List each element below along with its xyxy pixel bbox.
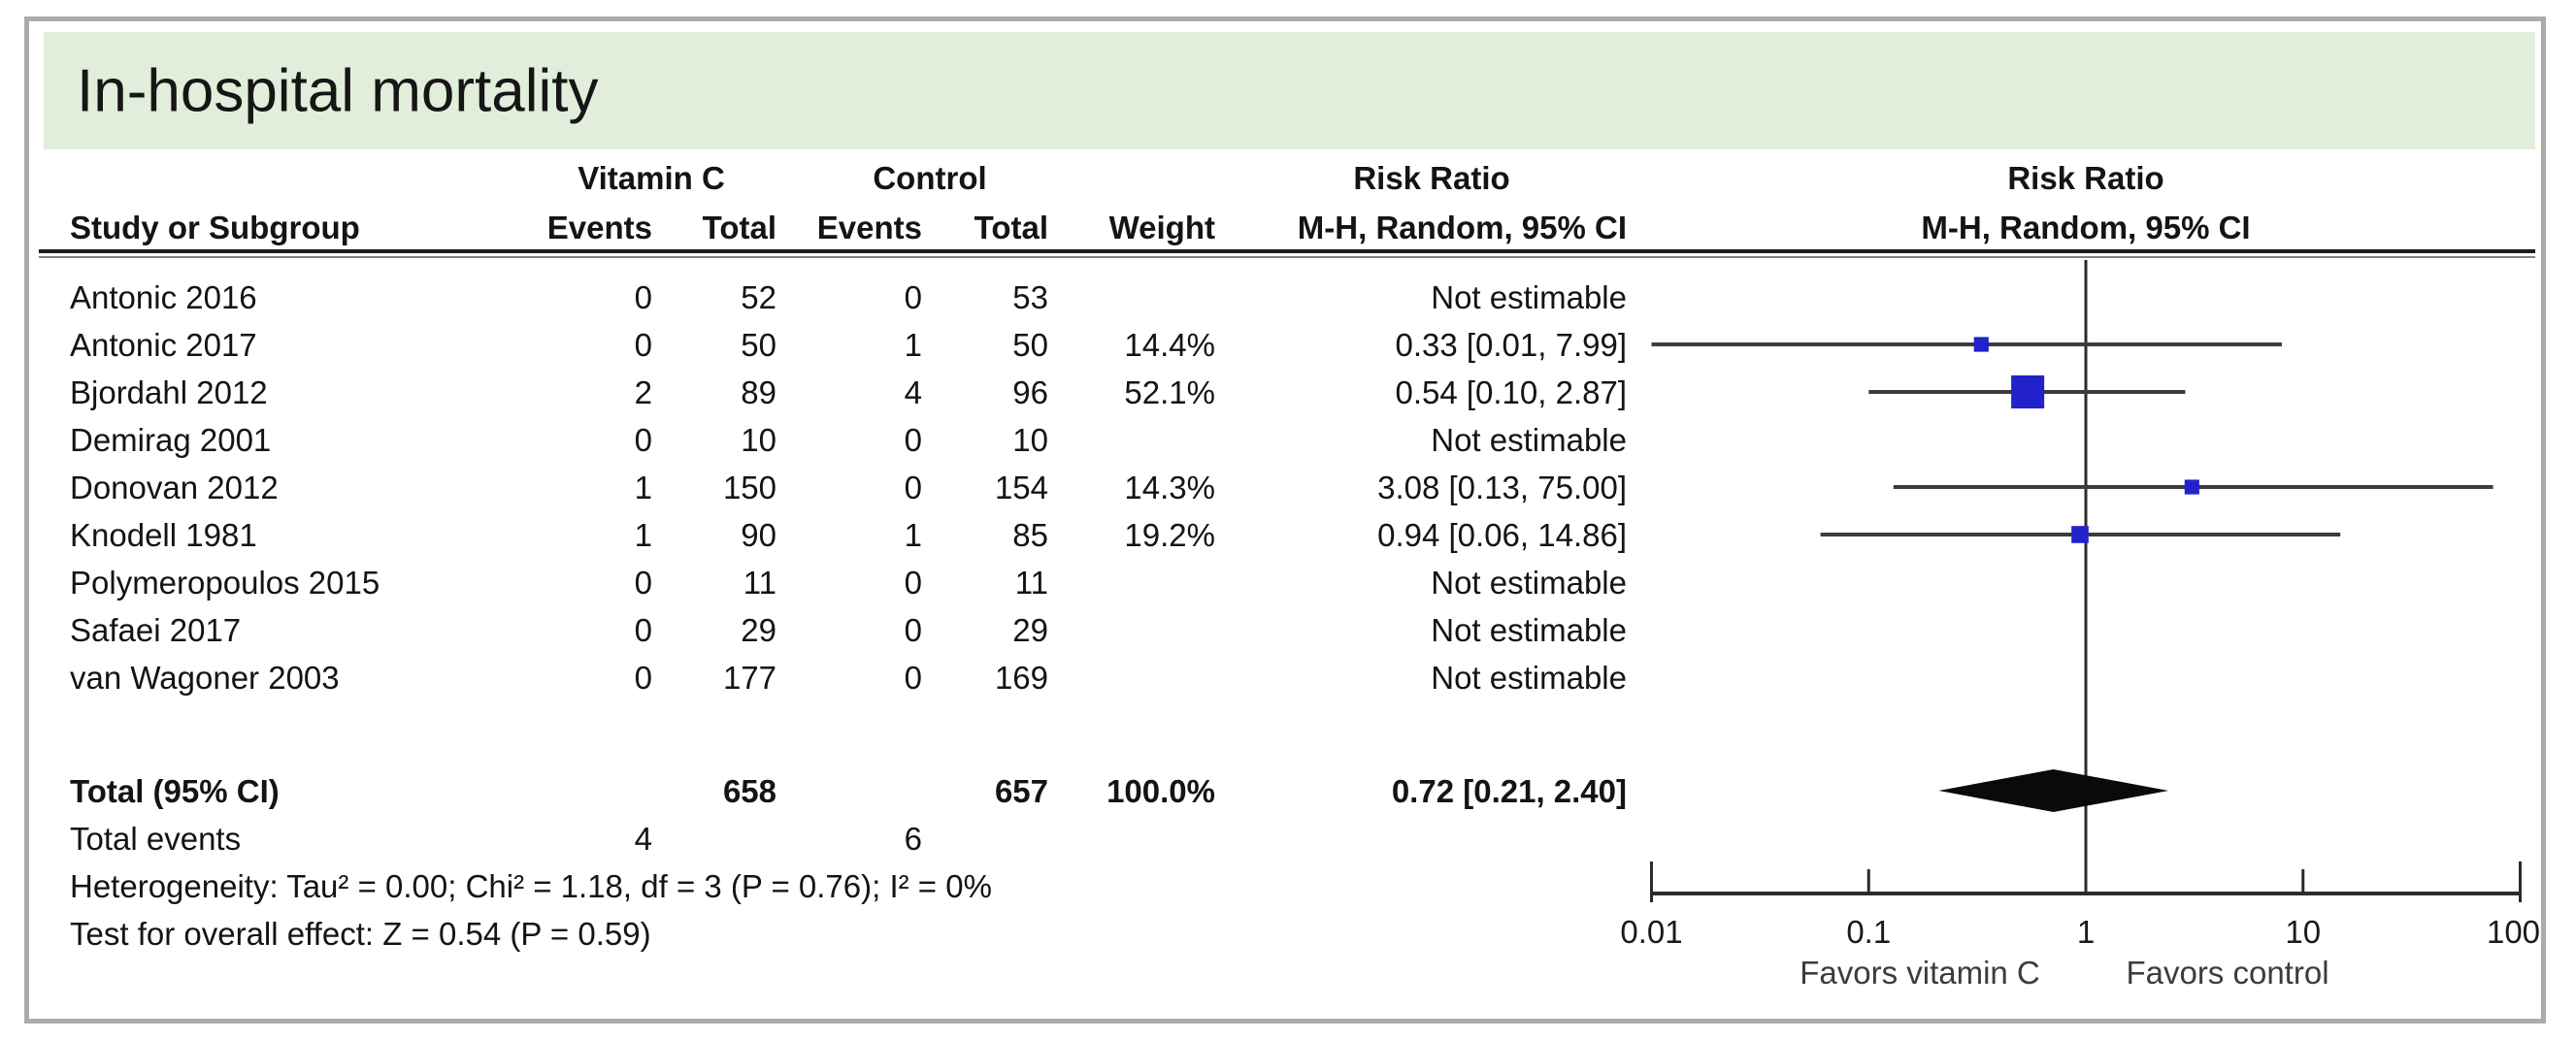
control-events: 1 (904, 516, 922, 553)
column-header-method-text: M-H, Random, 95% CI (1297, 210, 1627, 245)
total-control-n: 657 (994, 773, 1048, 809)
table-row: Knodell 1981 1 90 1 85 19.2% 0.94 [0.06,… (0, 511, 2576, 559)
total-events-vitaminc: 4 (634, 821, 652, 857)
control-events: 0 (904, 469, 922, 505)
table-row: Polymeropoulos 2015 0 11 0 11 Not estima… (0, 559, 2576, 606)
control-events: 4 (904, 374, 922, 410)
vitaminc-events: 0 (634, 278, 652, 315)
column-header-study: Study or Subgroup (70, 210, 360, 245)
total-weight: 100.0% (1106, 773, 1215, 809)
risk-ratio-plot-header: Risk Ratio (2007, 160, 2164, 196)
control-total: 50 (1012, 326, 1048, 363)
overall-effect-row: Test for overall effect: Z = 0.54 (P = 0… (0, 910, 2576, 958)
study-name: Safaei 2017 (70, 611, 242, 648)
study-ci-text: 0.94 [0.06, 14.86] (1377, 516, 1627, 553)
total-events-control: 6 (904, 821, 922, 857)
total-row: Total (95% CI) 658 657 100.0% 0.72 [0.21… (0, 767, 2576, 815)
study-name: Donovan 2012 (70, 469, 279, 505)
control-events: 1 (904, 326, 922, 363)
control-events: 0 (904, 611, 922, 648)
vitaminc-total: 11 (743, 564, 776, 601)
vitaminc-total: 10 (741, 421, 776, 458)
study-name: Bjordahl 2012 (70, 374, 268, 410)
table-row: Safaei 2017 0 29 0 29 Not estimable (0, 606, 2576, 654)
control-events: 0 (904, 421, 922, 458)
study-name: Knodell 1981 (70, 516, 257, 553)
control-total: 29 (1012, 611, 1048, 648)
study-ci-text: Not estimable (1431, 564, 1627, 601)
vitaminc-total: 52 (741, 278, 776, 315)
control-events: 0 (904, 278, 922, 315)
header-rule (39, 249, 2535, 253)
study-name: van Wagoner 2003 (70, 659, 340, 696)
vitaminc-events: 0 (634, 659, 652, 696)
total-vitaminc-n: 658 (722, 773, 776, 809)
control-events: 0 (904, 564, 922, 601)
vitaminc-events: 0 (634, 564, 652, 601)
total-label: Total (95% CI) (70, 773, 280, 809)
table-row: van Wagoner 2003 0 177 0 169 Not estimab… (0, 654, 2576, 701)
vitaminc-total: 90 (741, 516, 776, 553)
table-row: Bjordahl 2012 2 89 4 96 52.1% 0.54 [0.10… (0, 369, 2576, 416)
control-total: 154 (994, 469, 1048, 505)
vitaminc-events: 0 (634, 326, 652, 363)
study-weight: 19.2% (1124, 516, 1215, 553)
vitaminc-total: 177 (722, 659, 776, 696)
study-ci-text: 0.54 [0.10, 2.87] (1395, 374, 1627, 410)
control-total: 169 (994, 659, 1048, 696)
vitaminc-events: 1 (634, 469, 652, 505)
vitaminc-events: 0 (634, 421, 652, 458)
column-header-total-vitaminc: Total (702, 210, 776, 245)
table-row: Donovan 2012 1 150 0 154 14.3% 3.08 [0.1… (0, 464, 2576, 511)
study-name: Polymeropoulos 2015 (70, 564, 380, 601)
vitaminc-total: 50 (741, 326, 776, 363)
column-group-vitamin-c: Vitamin C (578, 160, 725, 196)
vitaminc-total: 29 (741, 611, 776, 648)
column-header-events-control: Events (816, 210, 922, 245)
figure-frame (24, 16, 2546, 1024)
control-total: 11 (1014, 564, 1048, 601)
heterogeneity-row: Heterogeneity: Tau² = 0.00; Chi² = 1.18,… (0, 862, 2576, 910)
study-name: Antonic 2017 (70, 326, 257, 363)
study-weight: 14.4% (1124, 326, 1215, 363)
study-ci-text: Not estimable (1431, 611, 1627, 648)
column-header-total-control: Total (974, 210, 1048, 245)
total-events-label: Total events (70, 821, 242, 857)
study-ci-text: 0.33 [0.01, 7.99] (1395, 326, 1627, 363)
vitaminc-events: 0 (634, 611, 652, 648)
study-name: Antonic 2016 (70, 278, 257, 315)
control-total: 53 (1012, 278, 1048, 315)
study-weight: 14.3% (1124, 469, 1215, 505)
table-row: Antonic 2016 0 52 0 53 Not estimable (0, 274, 2576, 321)
risk-ratio-text-header: Risk Ratio (1353, 160, 1510, 196)
table-row: Antonic 2017 0 50 1 50 14.4% 0.33 [0.01,… (0, 321, 2576, 369)
study-name: Demirag 2001 (70, 421, 272, 458)
control-total: 96 (1012, 374, 1048, 410)
vitaminc-events: 1 (634, 516, 652, 553)
page-title: In-hospital mortality (77, 57, 599, 124)
column-header-events-vitaminc: Events (546, 210, 652, 245)
column-header-weight: Weight (1108, 210, 1215, 245)
heterogeneity-stats: Heterogeneity: Tau² = 0.00; Chi² = 1.18,… (70, 868, 992, 904)
overall-effect-stats: Test for overall effect: Z = 0.54 (P = 0… (70, 916, 651, 952)
study-ci-text: Not estimable (1431, 421, 1627, 458)
header-rule-shadow (39, 256, 2535, 258)
study-ci-text: Not estimable (1431, 278, 1627, 315)
control-total: 85 (1012, 516, 1048, 553)
control-events: 0 (904, 659, 922, 696)
title-bar: In-hospital mortality (44, 32, 2535, 149)
vitaminc-events: 2 (634, 374, 652, 410)
study-ci-text: 3.08 [0.13, 75.00] (1377, 469, 1627, 505)
column-header-method-plot: M-H, Random, 95% CI (1921, 210, 2251, 245)
column-group-control: Control (873, 160, 987, 196)
table-row: Demirag 2001 0 10 0 10 Not estimable (0, 416, 2576, 464)
study-weight: 52.1% (1124, 374, 1215, 410)
vitaminc-total: 89 (741, 374, 776, 410)
vitaminc-total: 150 (722, 469, 776, 505)
total-ci-text: 0.72 [0.21, 2.40] (1391, 773, 1627, 809)
total-events-row: Total events 4 6 (0, 815, 2576, 862)
control-total: 10 (1012, 421, 1048, 458)
study-ci-text: Not estimable (1431, 659, 1627, 696)
